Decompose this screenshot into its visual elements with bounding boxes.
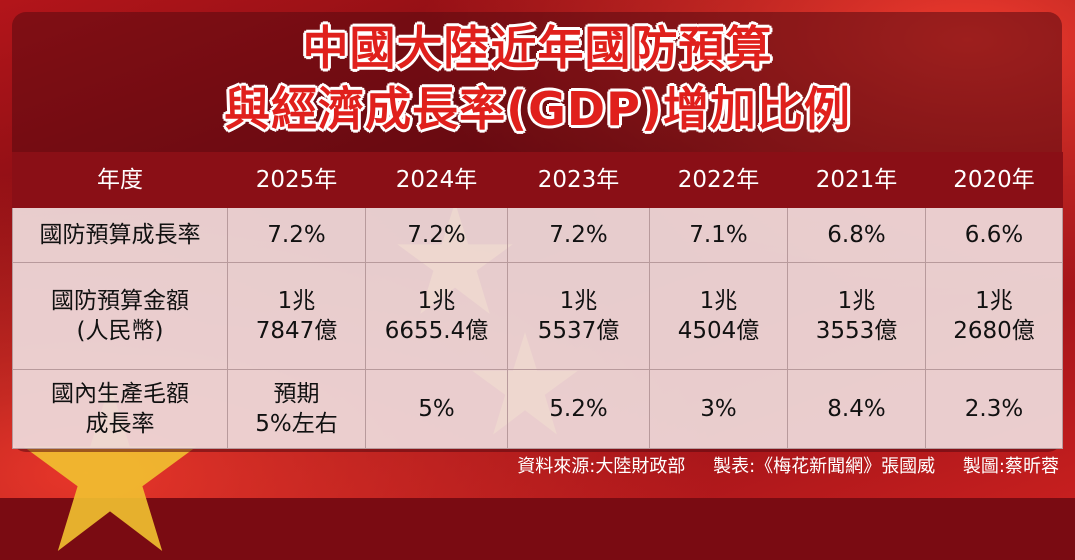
cell-line: 7.1% [689, 222, 748, 248]
graphic-credit: 製圖:蔡昕蓉 [962, 456, 1059, 477]
table-cell: 1兆 2680億 [925, 262, 1063, 370]
table-cell: 7.2% [227, 207, 366, 263]
cell-line: 7.2% [267, 222, 326, 248]
cell-line: 1兆 [417, 288, 456, 314]
header-year-label: 年度 [12, 152, 228, 208]
table-cell: 6.8% [787, 207, 926, 263]
row-label-line: 成長率 [85, 411, 155, 437]
cell-line: 8.4% [827, 396, 886, 422]
cell-line: 7.2% [407, 222, 466, 248]
cell-line: 5%左右 [255, 411, 338, 437]
table-cell: 5% [365, 369, 508, 449]
defense-budget-table: 年度 2025年 2024年 2023年 2022年 2021年 2020年 國防預算成長率… [12, 152, 1063, 449]
header-year: 2020年 [925, 152, 1063, 208]
header-year: 2023年 [507, 152, 650, 208]
cell-line: 5537億 [537, 318, 620, 344]
row-label: 國內生產毛額 成長率 [12, 369, 228, 449]
cell-line: 5% [418, 396, 455, 422]
table-cell: 1兆 5537億 [507, 262, 650, 370]
table-cell: 1兆 3553億 [787, 262, 926, 370]
table-cell: 1兆 6655.4億 [365, 262, 508, 370]
table-credit: 製表:《梅花新聞網》張國威 [713, 456, 936, 477]
cell-line: 2680億 [953, 318, 1035, 344]
table-row: 國防預算成長率 7.2% 7.2% 7.2% 7.1% 6.8% 6.6% [12, 207, 1063, 263]
credits: 資料來源:大陸財政部 製表:《梅花新聞網》張國威 製圖:蔡昕蓉 [517, 455, 1059, 479]
table-cell: 預期 5%左右 [227, 369, 366, 449]
cell-line: 1兆 [837, 288, 876, 314]
table-cell: 3% [649, 369, 788, 449]
table-cell: 8.4% [787, 369, 926, 449]
source-credit: 資料來源:大陸財政部 [517, 456, 686, 477]
cell-line: 6.8% [827, 222, 886, 248]
row-label-line: 國防預算成長率 [39, 222, 201, 248]
row-label-line: 國防預算金額 [51, 288, 189, 314]
table-cell: 2.3% [925, 369, 1063, 449]
table-cell: 7.2% [507, 207, 650, 263]
cell-line: 5.2% [549, 396, 608, 422]
cell-line: 1兆 [559, 288, 598, 314]
page-title-line-2: 與經濟成長率(GDP)增加比例 [224, 82, 851, 136]
header-year: 2025年 [227, 152, 366, 208]
table-row: 國防預算金額 (人民幣) 1兆 7847億 1兆 6655.4億 1兆 5537億 1兆 4504… [12, 262, 1063, 370]
table-cell: 5.2% [507, 369, 650, 449]
cell-line: 4504億 [677, 318, 760, 344]
table-cell: 6.6% [925, 207, 1063, 263]
table-cell: 1兆 4504億 [649, 262, 788, 370]
page-title-line-1: 中國大陸近年國防預算 [302, 21, 773, 75]
cell-line: 1兆 [699, 288, 738, 314]
cell-line: 6.6% [964, 222, 1024, 248]
header-year: 2024年 [365, 152, 508, 208]
row-label: 國防預算成長率 [12, 207, 228, 263]
header-year: 2021年 [787, 152, 926, 208]
cell-line: 1兆 [277, 288, 316, 314]
cell-line: 預期 [273, 381, 320, 407]
row-label-line: (人民幣) [76, 318, 164, 344]
row-label: 國防預算金額 (人民幣) [12, 262, 228, 370]
header-year: 2022年 [649, 152, 788, 208]
table-cell: 7.1% [649, 207, 788, 263]
flag-star-icon [23, 383, 197, 551]
row-label-line: 國內生產毛額 [51, 381, 189, 407]
cell-line: 3553億 [815, 318, 898, 344]
cell-line: 6655.4億 [384, 318, 489, 344]
cell-line: 2.3% [964, 396, 1024, 422]
cell-line: 7.2% [549, 222, 608, 248]
cell-line: 3% [700, 396, 737, 422]
table-header-row: 年度 2025年 2024年 2023年 2022年 2021年 2020年 [12, 152, 1063, 208]
table-cell: 7.2% [365, 207, 508, 263]
cell-line: 7847億 [255, 318, 338, 344]
table-body: 國防預算成長率 7.2% 7.2% 7.2% 7.1% 6.8% 6.6% 國防預算金額 (人民… [12, 207, 1063, 449]
cell-line: 1兆 [975, 288, 1013, 314]
table-cell: 1兆 7847億 [227, 262, 366, 370]
table-row: 國內生產毛額 成長率 預期 5%左右 5% 5.2% 3% 8.4% 2.3% [12, 369, 1063, 449]
